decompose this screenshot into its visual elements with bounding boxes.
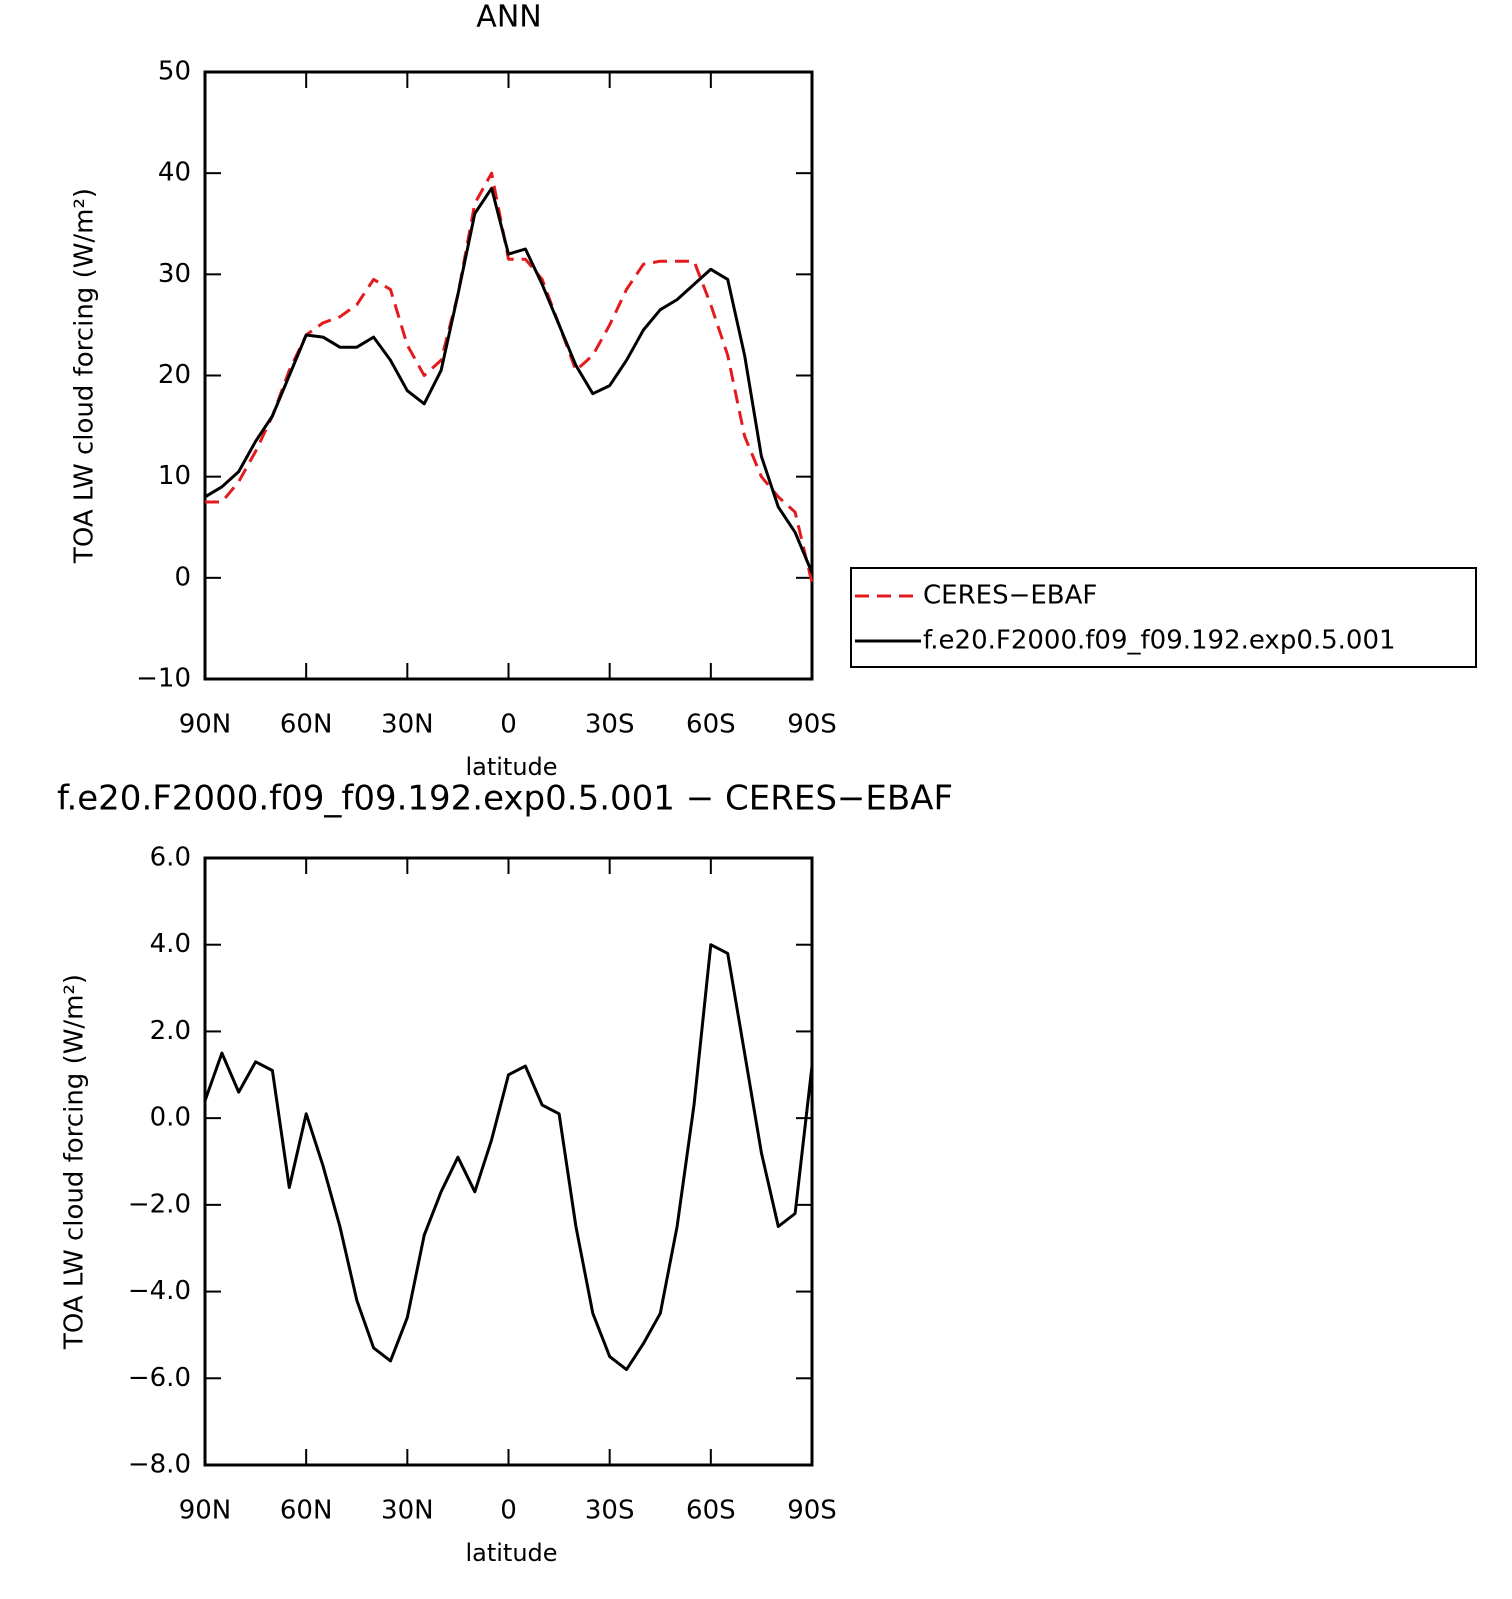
- y-tick-label: −10: [136, 664, 191, 694]
- legend-box: [850, 567, 1477, 668]
- x-tick-label: 30N: [381, 710, 434, 740]
- x-tick-label: 90S: [787, 1496, 837, 1526]
- x-tick-label: 30S: [585, 710, 635, 740]
- chart-title: ANN: [476, 0, 541, 35]
- x-tick-label: 90S: [787, 710, 837, 740]
- line-series: [204, 186, 814, 574]
- plot-frame: [203, 70, 814, 681]
- x-tick-label: 60S: [686, 1496, 736, 1526]
- x-tick-label: 0: [500, 710, 517, 740]
- x-tick-label: 30N: [381, 1496, 434, 1526]
- x-tick-label: 60N: [280, 1496, 333, 1526]
- x-tick-label: 60N: [280, 710, 333, 740]
- y-tick-label: 50: [158, 57, 191, 87]
- y-tick-label: −4.0: [128, 1276, 191, 1306]
- y-tick-label: 0: [174, 562, 191, 592]
- y-tick-label: 40: [158, 158, 191, 188]
- y-tick-label: 2.0: [150, 1016, 191, 1046]
- y-tick-label: 30: [158, 259, 191, 289]
- y-tick-label: 6.0: [150, 843, 191, 873]
- x-tick-label: 90N: [179, 710, 232, 740]
- y-tick-label: 20: [158, 360, 191, 390]
- line-series: [205, 171, 814, 584]
- y-tick-label: 10: [158, 461, 191, 491]
- x-tick-label: 90N: [179, 1496, 232, 1526]
- chart-title: f.e20.F2000.f09_f09.192.exp0.5.001 − CER…: [57, 779, 953, 819]
- y-tick-label: −6.0: [128, 1363, 191, 1393]
- x-axis-label: latitude: [465, 1539, 557, 1567]
- legend-label: CERES−EBAF: [923, 581, 1097, 611]
- line-series: [203, 943, 814, 1372]
- x-tick-label: 60S: [686, 710, 736, 740]
- y-tick-label: 4.0: [150, 929, 191, 959]
- y-tick-label: 0.0: [150, 1103, 191, 1133]
- x-tick-label: 0: [500, 1496, 517, 1526]
- y-axis-label: TOA LW cloud forcing (W/m²): [60, 974, 90, 1350]
- y-axis-label: TOA LW cloud forcing (W/m²): [70, 188, 100, 564]
- x-tick-label: 30S: [585, 1496, 635, 1526]
- legend-label: f.e20.F2000.f09_f09.192.exp0.5.001: [923, 626, 1396, 656]
- y-tick-label: −2.0: [128, 1189, 191, 1219]
- x-axis-label: latitude: [465, 753, 557, 781]
- y-tick-label: −8.0: [128, 1450, 191, 1480]
